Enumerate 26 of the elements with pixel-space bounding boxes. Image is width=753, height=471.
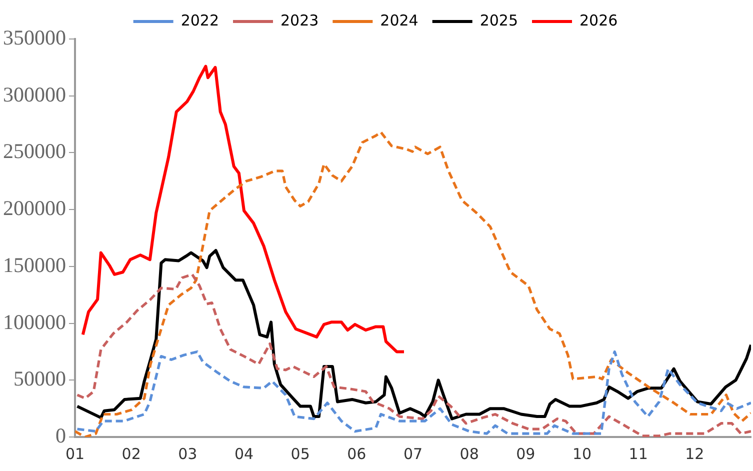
x-tick-label: 02 <box>122 444 141 463</box>
legend-label: 2022 <box>180 11 220 30</box>
x-tick-label: 11 <box>628 444 648 463</box>
x-tick-label: 08 <box>460 444 479 463</box>
y-tick-label: 50000 <box>14 366 66 391</box>
legend-label: 2023 <box>280 11 319 30</box>
line-series <box>76 350 751 435</box>
x-tick-label: 05 <box>290 444 310 463</box>
legend-label: 2024 <box>380 11 418 30</box>
y-tick-label: 350000 <box>3 26 66 50</box>
x-tick-label: 03 <box>178 444 198 463</box>
x-tick-label: 09 <box>516 444 536 463</box>
x-tick-label: 01 <box>65 444 85 463</box>
y-tick-label: 300000 <box>3 82 66 106</box>
y-tick-label: 150000 <box>3 252 66 277</box>
y-tick-label: 100000 <box>3 310 66 334</box>
y-tick-label: 200000 <box>3 196 66 220</box>
x-tick-label: 07 <box>403 444 423 463</box>
x-tick-label: 06 <box>347 444 366 463</box>
y-tick-label: 0 <box>56 424 66 448</box>
x-tick-label: 12 <box>685 444 704 463</box>
y-tick-label: 250000 <box>3 139 66 164</box>
legend-label: 2025 <box>480 11 518 30</box>
legend-label: 2026 <box>580 11 618 30</box>
x-tick-label: 04 <box>234 444 254 463</box>
x-tick-label: 10 <box>572 444 592 463</box>
